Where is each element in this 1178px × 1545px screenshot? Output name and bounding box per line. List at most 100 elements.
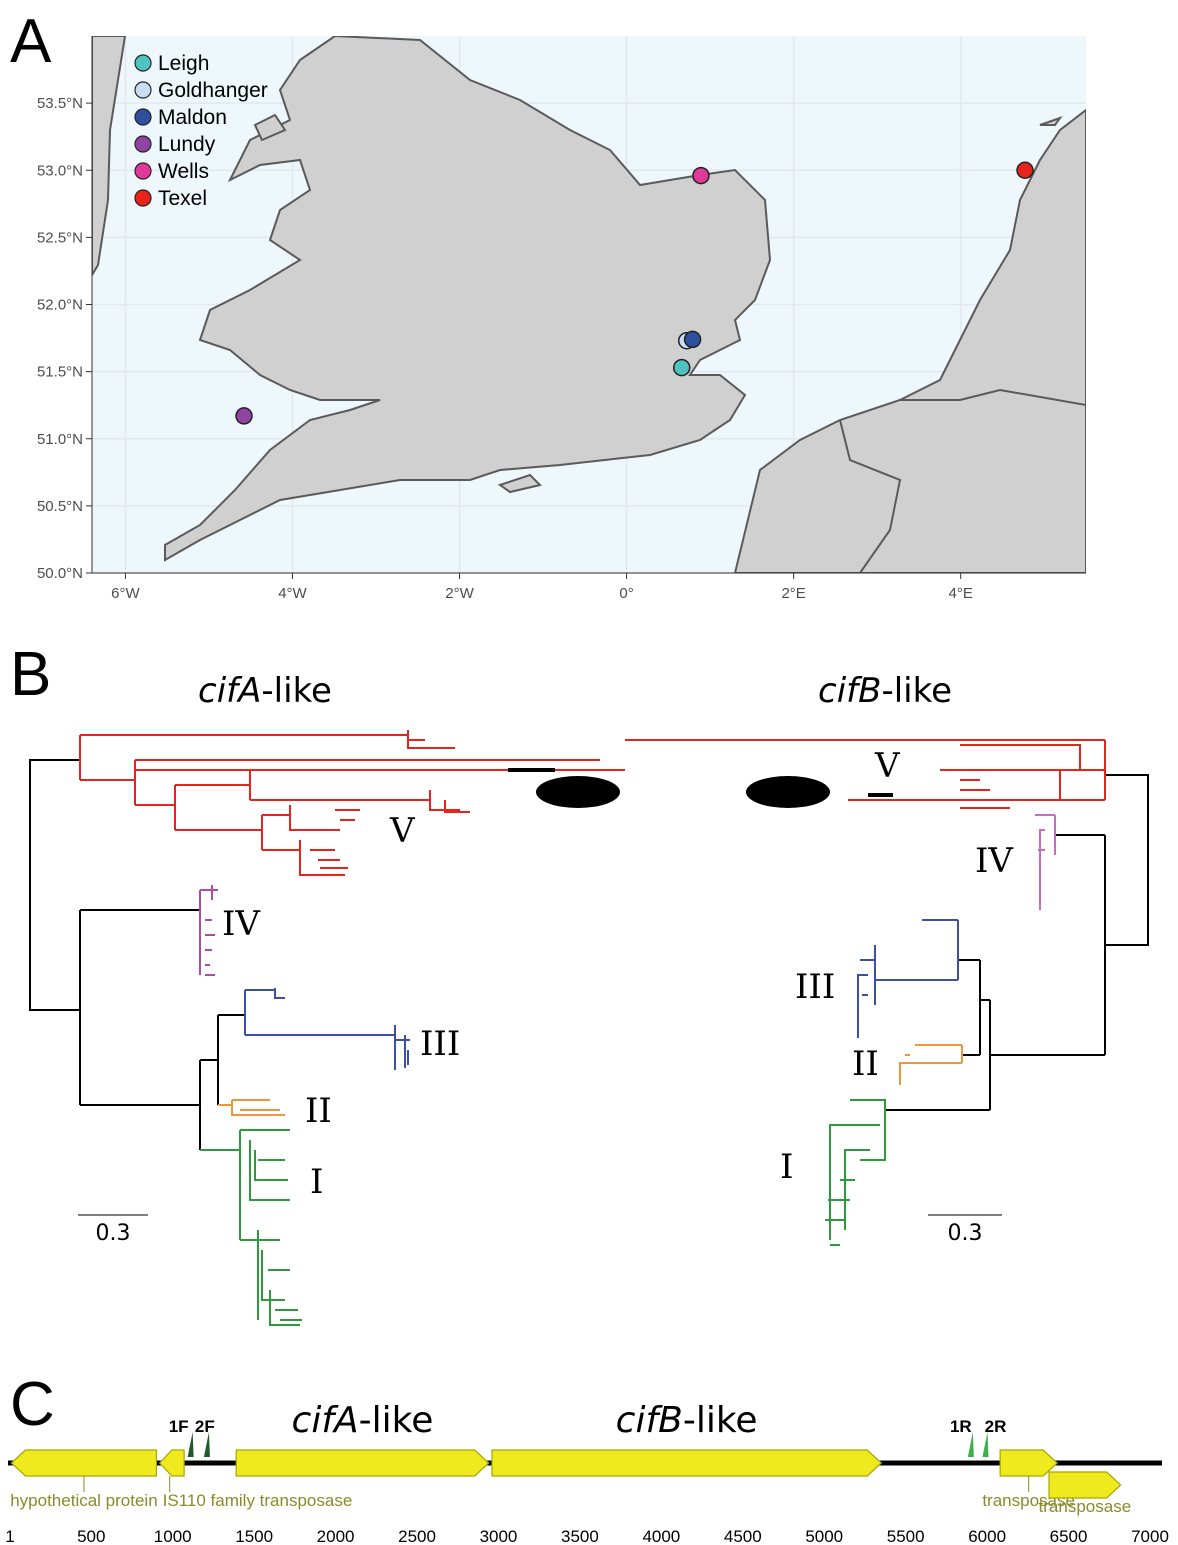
position-label: 1000 xyxy=(154,1527,192,1545)
y-tick-label: 53.0°N xyxy=(37,162,83,179)
x-tick-label: 4°W xyxy=(278,585,307,602)
x-tick-label: 6°W xyxy=(111,585,140,602)
legend-label: Maldon xyxy=(158,106,227,129)
gene-arrow xyxy=(11,1450,156,1476)
branches xyxy=(900,1045,962,1085)
branches xyxy=(858,920,958,1038)
y-tick-label: 51.5°N xyxy=(37,364,83,381)
branches xyxy=(200,885,218,975)
figure: A Leigh Goldhanger Maldon Lundy Wells Texel 6°… xyxy=(0,0,1178,1545)
site-point xyxy=(693,168,709,184)
clade-label: I xyxy=(310,1162,323,1202)
y-tick-label: 52.0°N xyxy=(37,297,83,314)
clade-label: I xyxy=(780,1147,793,1187)
legend-marker xyxy=(135,136,151,152)
branches xyxy=(30,760,245,1150)
clade-label: IV xyxy=(222,904,261,944)
legend-label: Wells xyxy=(158,160,209,183)
insect xyxy=(746,776,830,808)
clade-label: V xyxy=(874,746,901,786)
suffix: -like xyxy=(881,671,952,711)
clade-label: III xyxy=(420,1024,460,1064)
position-label: 1 xyxy=(5,1527,14,1545)
branches xyxy=(825,1100,885,1245)
position-label: 6000 xyxy=(968,1527,1006,1545)
scale-label: 0.3 xyxy=(96,1221,131,1246)
legend-label: Leigh xyxy=(158,52,209,75)
gene-label: transposase xyxy=(1039,1497,1132,1516)
gene-title: cifB-like xyxy=(616,1400,758,1441)
clade-label: II xyxy=(852,1044,879,1084)
legend-marker xyxy=(135,82,151,98)
legend-marker xyxy=(135,190,151,206)
y-tick-label: 50.5°N xyxy=(37,498,83,515)
x-tick-label: 0° xyxy=(619,585,633,602)
legend-label: Lundy xyxy=(158,133,216,156)
x-tick-label: 4°E xyxy=(949,585,973,602)
panel-label: A xyxy=(10,7,52,76)
primer-label: 1R xyxy=(950,1417,972,1436)
primer-label: 2F xyxy=(195,1417,215,1436)
position-label: 1500 xyxy=(235,1527,273,1545)
y-tick-label: 51.0°N xyxy=(37,431,83,448)
primer-label: 1F xyxy=(169,1417,189,1436)
legend-label: Texel xyxy=(158,187,207,210)
site-point xyxy=(1017,162,1033,178)
panel-label: C xyxy=(10,1370,55,1439)
clade-labels: V IV III II I V IV III II I xyxy=(222,746,1014,1202)
y-tick-label: 50.0°N xyxy=(37,565,83,582)
position-label: 2000 xyxy=(317,1527,355,1545)
gene-name: cifB xyxy=(616,1400,683,1441)
gene-arrow xyxy=(1049,1472,1121,1498)
clade-label: IV xyxy=(975,841,1014,881)
suffix: -like xyxy=(683,1400,758,1441)
tree-title: cifB-like xyxy=(818,671,952,711)
panel-label: B xyxy=(10,640,51,709)
branches xyxy=(245,988,410,1070)
suffix: -like xyxy=(261,671,332,711)
branches xyxy=(200,1130,302,1325)
gene-name: cifA xyxy=(198,671,261,711)
x-tick-label: 2°E xyxy=(781,585,805,602)
position-label: 7000 xyxy=(1131,1527,1169,1545)
position-label: 4500 xyxy=(724,1527,762,1545)
site-point xyxy=(685,331,701,347)
silhouette xyxy=(536,776,830,808)
branches xyxy=(885,740,1148,1110)
position-label: 5500 xyxy=(887,1527,925,1545)
gene-arrow xyxy=(160,1450,184,1476)
branches xyxy=(80,730,625,875)
branches xyxy=(1035,815,1055,910)
site-point xyxy=(674,360,690,376)
x-tick-label: 2°W xyxy=(445,585,474,602)
gene-label: IS110 family transposase xyxy=(163,1491,353,1510)
clade-label: V xyxy=(389,811,416,851)
branches xyxy=(218,1100,285,1115)
gene-name: cifB xyxy=(818,671,881,711)
position-label: 5000 xyxy=(805,1527,843,1545)
tree-title: cifA-like xyxy=(198,671,332,711)
gene-label: hypothetical protein xyxy=(10,1491,157,1510)
clade-label: II xyxy=(305,1091,332,1131)
tree-right xyxy=(625,740,1148,1245)
gene-arrow xyxy=(236,1450,488,1476)
position-label: 6500 xyxy=(1050,1527,1088,1545)
suffix: -like xyxy=(359,1400,434,1441)
position-label: 2500 xyxy=(398,1527,436,1545)
position-label: 500 xyxy=(77,1527,105,1545)
legend-marker xyxy=(135,163,151,179)
legend-marker xyxy=(135,109,151,125)
gene-arrow xyxy=(492,1450,881,1476)
position-label: 3500 xyxy=(561,1527,599,1545)
position-label: 4000 xyxy=(642,1527,680,1545)
gene-name: cifA xyxy=(292,1400,359,1441)
legend-marker xyxy=(135,55,151,71)
position-label: 3000 xyxy=(480,1527,518,1545)
insect xyxy=(536,776,620,808)
legend-label: Goldhanger xyxy=(158,79,268,102)
site-point xyxy=(236,408,252,424)
scale-label: 0.3 xyxy=(948,1221,983,1246)
gene-title: cifA-like xyxy=(292,1400,434,1441)
y-tick-label: 52.5°N xyxy=(37,229,83,246)
y-tick-label: 53.5°N xyxy=(37,95,83,112)
